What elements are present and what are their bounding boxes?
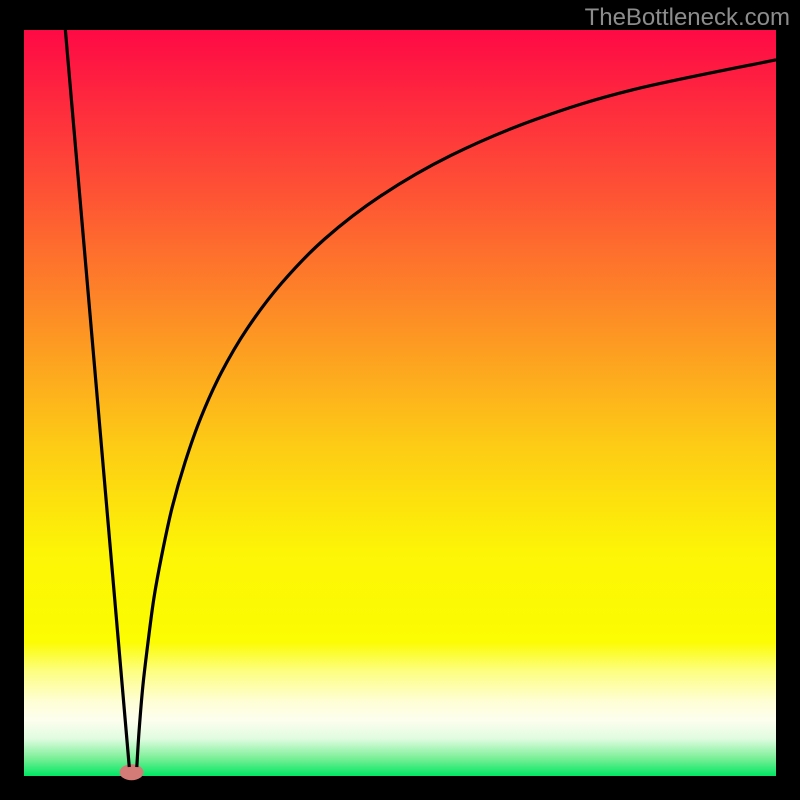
chart-background <box>24 30 776 776</box>
dip-marker <box>120 764 144 780</box>
chart-frame: TheBottleneck.com <box>0 0 800 800</box>
bottleneck-chart <box>0 0 800 800</box>
watermark-text: TheBottleneck.com <box>585 4 790 32</box>
